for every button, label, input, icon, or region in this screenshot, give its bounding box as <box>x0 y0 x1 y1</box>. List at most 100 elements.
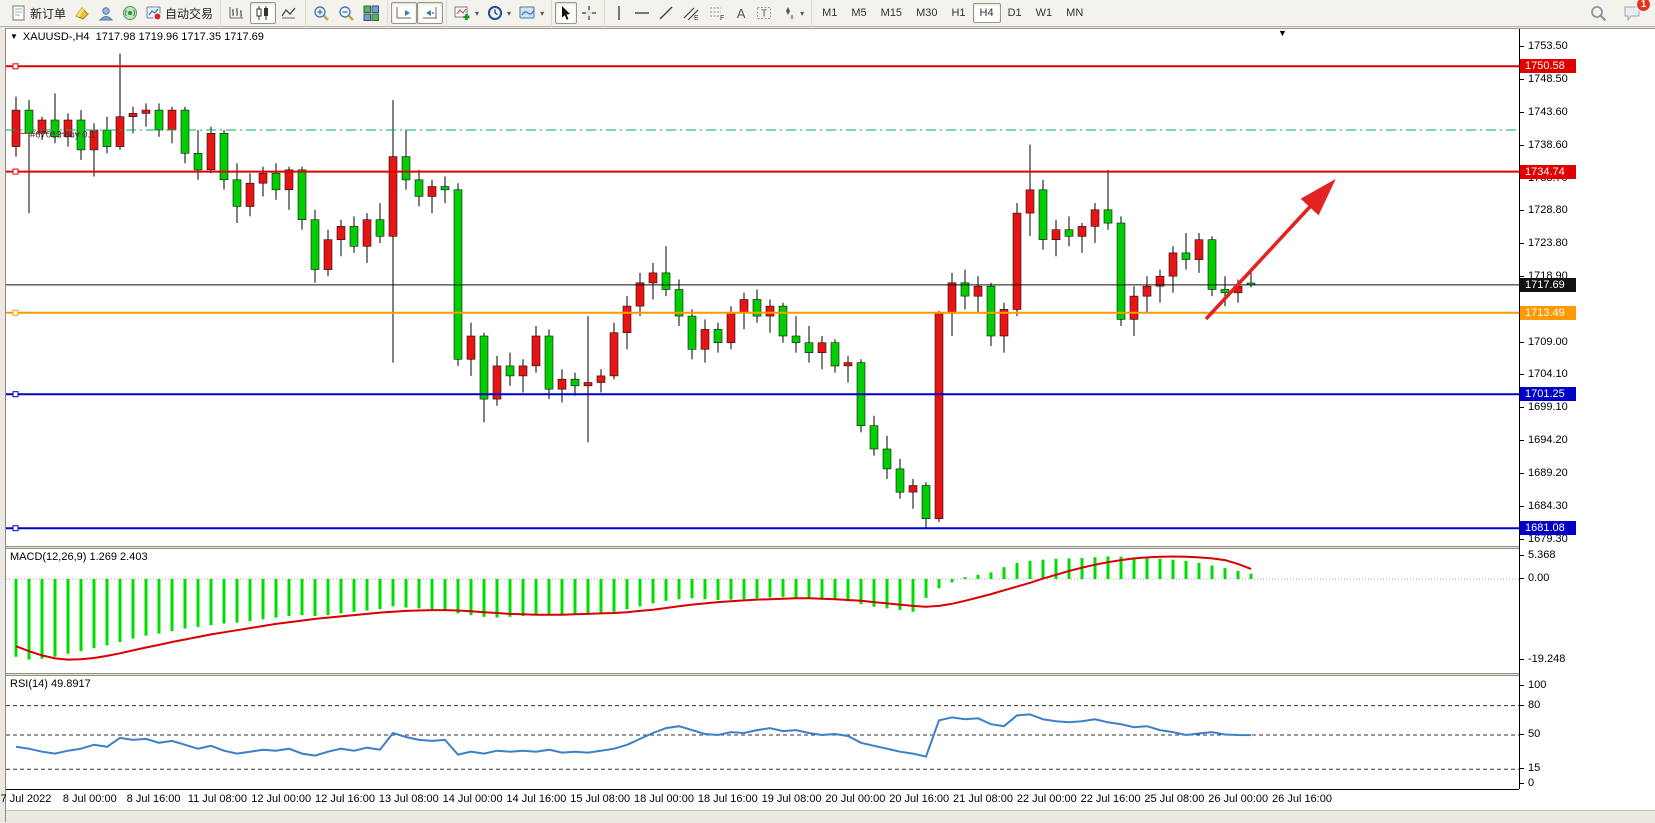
fibonacci-icon: F <box>708 5 726 21</box>
axis-tickmark <box>1520 407 1524 408</box>
chevron-down-icon: ▾ <box>475 8 480 18</box>
axis-tickmark <box>1520 659 1524 660</box>
signal-button[interactable] <box>118 2 142 24</box>
new-order-button[interactable]: 新订单 <box>7 2 70 24</box>
time-tick-label: 22 Jul 00:00 <box>1016 793 1077 805</box>
axis-tickmark <box>1520 210 1524 211</box>
macd-tick-label: 5.368 <box>1528 549 1556 561</box>
zoom-in-button[interactable] <box>309 2 334 24</box>
chat-button[interactable]: 1 <box>1619 0 1651 24</box>
bar-chart-button[interactable] <box>224 2 250 24</box>
indicators-icon <box>454 5 471 21</box>
rsi-canvas[interactable] <box>6 676 1519 786</box>
tf-button-M5[interactable]: M5 <box>851 7 867 19</box>
tf-button-MN[interactable]: MN <box>1066 7 1084 19</box>
toolbar-group-chart-type <box>220 0 305 27</box>
ohlc-toggle-icon[interactable]: ▼ <box>10 32 18 41</box>
rsi-tick-label: 0 <box>1528 777 1535 789</box>
cursor-button[interactable] <box>555 2 578 24</box>
axis-tickmark <box>1520 473 1524 474</box>
price-tick-label: 1704.10 <box>1528 368 1568 380</box>
publisher-icon <box>98 5 114 21</box>
time-tick-label: 14 Jul 16:00 <box>506 793 567 805</box>
rsi-tick-label: 15 <box>1528 762 1541 774</box>
periods-icon <box>487 5 503 21</box>
tf-button-W1[interactable]: W1 <box>1035 7 1053 19</box>
chart-window: ▼ ▼ XAUUSD-,H4 1717.98 1719.96 1717.35 17… <box>1 28 1655 823</box>
search-button[interactable] <box>1586 2 1611 24</box>
fibonacci-button[interactable]: F <box>704 2 730 24</box>
gold-button[interactable] <box>70 2 94 24</box>
macd-canvas[interactable] <box>6 549 1519 673</box>
price-chart[interactable]: ▼ XAUUSD-,H4 1717.98 1719.96 1717.35 1717… <box>6 29 1519 546</box>
macd-tick-label: 0.00 <box>1528 572 1550 584</box>
tile-windows-button[interactable] <box>359 2 384 24</box>
templates-icon <box>519 5 536 21</box>
panel-divider[interactable] <box>6 546 1655 549</box>
tf-button-M1[interactable]: M1 <box>822 7 838 19</box>
signal-icon <box>122 5 138 21</box>
tf-button-H4[interactable]: H4 <box>972 3 1001 23</box>
price-line-badge: 1750.58 <box>1520 59 1576 73</box>
publisher-button[interactable] <box>94 2 118 24</box>
chart-title: ▼ XAUUSD-,H4 1717.98 1719.96 1717.35 1717… <box>10 31 264 43</box>
autotrade-icon <box>146 5 162 21</box>
price-line-badge: 1713.49 <box>1520 306 1576 320</box>
zoom-in-icon <box>313 5 330 22</box>
price-axis[interactable]: 1753.501748.501743.601738.601733.701728.… <box>1519 29 1655 789</box>
line-chart-button[interactable] <box>276 2 302 24</box>
rsi-chart[interactable]: RSI(14) 49.8917 <box>6 676 1519 786</box>
price-tick-label: 1753.50 <box>1528 40 1568 52</box>
time-tick-label: 18 Jul 16:00 <box>697 793 758 805</box>
time-tick-label: 8 Jul 00:00 <box>62 793 117 805</box>
autotrade-button[interactable]: 自动交易 <box>142 2 217 24</box>
candlestick-canvas[interactable]: #67013 buy 0.1 <box>6 29 1519 546</box>
axis-tickmark <box>1520 734 1524 735</box>
axis-tickmark <box>1520 440 1524 441</box>
tf-button-H1[interactable]: H1 <box>951 7 966 19</box>
search-icon <box>1590 5 1607 22</box>
horizontal-line-button[interactable] <box>630 2 654 24</box>
tile-windows-icon <box>363 5 380 21</box>
time-tick-label: 20 Jul 00:00 <box>825 793 886 805</box>
window-split-marker[interactable]: ▼ <box>1278 28 1287 38</box>
time-tick-label: 13 Jul 08:00 <box>378 793 439 805</box>
macd-chart[interactable]: MACD(12,26,9) 1.269 2.403 <box>6 549 1519 673</box>
templates-button[interactable]: ▾ <box>515 2 548 24</box>
price-tick-label: 1738.60 <box>1528 139 1568 151</box>
price-tick-label: 1679.30 <box>1528 533 1568 545</box>
axis-tickmark <box>1520 374 1524 375</box>
time-tick-label: 7 Jul 2022 <box>0 793 52 805</box>
toolbar-group-objects: E F A T ▾ <box>604 0 811 27</box>
macd-tick-label: -19.248 <box>1528 653 1566 665</box>
periods-button[interactable]: ▾ <box>483 2 515 24</box>
crosshair-button[interactable] <box>577 2 601 24</box>
text-label-button[interactable]: T <box>752 2 776 24</box>
axis-tickmark <box>1520 555 1524 556</box>
time-tick-label: 18 Jul 00:00 <box>634 793 694 805</box>
chart-shift-button[interactable] <box>417 2 444 24</box>
vertical-line-button[interactable] <box>608 2 630 24</box>
indicators-button[interactable]: ▾ <box>450 2 483 24</box>
crosshair-icon <box>581 5 597 21</box>
axis-tickmark <box>1520 342 1524 343</box>
new-order-icon <box>11 5 27 21</box>
panel-divider[interactable] <box>6 673 1655 676</box>
rsi-tick-label: 50 <box>1528 728 1541 740</box>
arrows-button[interactable]: ▾ <box>776 2 808 24</box>
tf-button-M15[interactable]: M15 <box>880 7 903 19</box>
axis-tickmark <box>1520 276 1524 277</box>
arrows-icon <box>780 5 796 21</box>
text-button[interactable]: A <box>730 2 752 24</box>
time-tick-label: 26 Jul 00:00 <box>1208 793 1269 805</box>
auto-scroll-button[interactable] <box>391 2 418 24</box>
channel-button[interactable]: E <box>678 2 704 24</box>
tf-button-M30[interactable]: M30 <box>916 7 938 19</box>
candlestick-button[interactable] <box>250 2 277 24</box>
text-icon: A <box>736 5 746 21</box>
price-line-badge: 1717.69 <box>1520 278 1576 292</box>
zoom-out-button[interactable] <box>334 2 359 24</box>
price-tick-label: 1684.30 <box>1528 500 1568 512</box>
trendline-button[interactable] <box>654 2 678 24</box>
tf-button-D1[interactable]: D1 <box>1007 7 1022 19</box>
